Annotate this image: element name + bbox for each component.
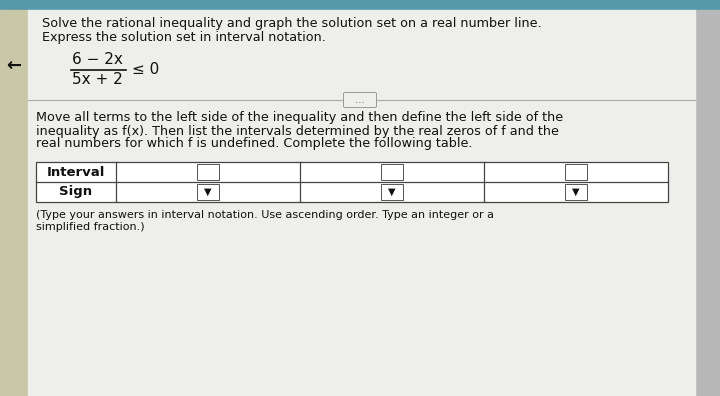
Text: simplified fraction.): simplified fraction.) [36,222,145,232]
Bar [695,10,720,396]
Bar [36,162,668,202]
Bar [0,10,28,396]
Bar [381,184,403,200]
Text: Move all terms to the left side of the inequality and then define the left side : Move all terms to the left side of the i… [36,112,563,124]
Text: ▼: ▼ [388,187,396,197]
Text: real numbers for which f is undefined. Complete the following table.: real numbers for which f is undefined. C… [36,137,472,150]
Text: ▼: ▼ [204,187,212,197]
Bar [36,162,668,202]
Text: ←: ← [6,57,22,75]
Bar [0,0,720,10]
Text: ≤ 0: ≤ 0 [132,63,159,78]
Bar [565,164,587,180]
FancyBboxPatch shape [343,93,377,107]
Text: 5x + 2: 5x + 2 [72,72,122,88]
Text: Interval: Interval [47,166,105,179]
Bar [565,184,587,200]
Bar [197,184,219,200]
Text: ▼: ▼ [572,187,580,197]
Text: inequality as f(x). Then list the intervals determined by the real zeros of f an: inequality as f(x). Then list the interv… [36,124,559,137]
Text: …: … [355,95,365,105]
Text: Express the solution set in interval notation.: Express the solution set in interval not… [42,32,326,44]
Text: Sign: Sign [60,185,93,198]
Bar [381,164,403,180]
Bar [197,164,219,180]
Text: Solve the rational inequality and graph the solution set on a real number line.: Solve the rational inequality and graph … [42,17,541,30]
Text: (Type your answers in interval notation. Use ascending order. Type an integer or: (Type your answers in interval notation.… [36,210,494,220]
Text: 6 − 2x: 6 − 2x [72,53,123,67]
